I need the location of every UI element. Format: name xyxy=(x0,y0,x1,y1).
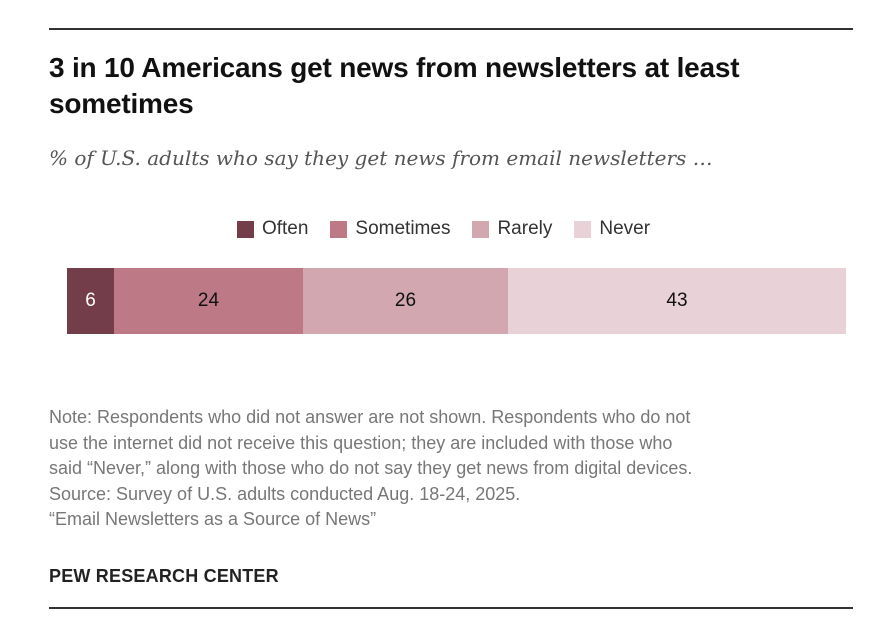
note-line: Note: Respondents who did not answer are… xyxy=(49,407,691,427)
legend-swatch xyxy=(330,220,348,238)
legend-label: Sometimes xyxy=(355,218,451,239)
legend-swatch xyxy=(472,220,490,238)
legend-item-sometimes: Sometimes xyxy=(330,218,450,240)
legend-label: Never xyxy=(599,218,651,239)
note-line: said “Never,” along with those who do no… xyxy=(49,458,693,478)
chart-title: 3 in 10 Americans get news from newslett… xyxy=(49,52,740,119)
data-label: 43 xyxy=(666,290,688,311)
legend-label: Rarely xyxy=(497,218,553,239)
legend-label: Often xyxy=(261,218,309,239)
chart-subtitle: % of U.S. adults who say they get news f… xyxy=(49,146,713,170)
data-label: 6 xyxy=(85,290,96,311)
source-line: Source: Survey of U.S. adults conducted … xyxy=(49,483,521,504)
legend-item-often: Often xyxy=(236,218,309,240)
legend-swatch xyxy=(574,220,592,238)
stacked-bar: 6 24 26 43 xyxy=(67,268,846,334)
legend: Often Sometimes Rarely Never xyxy=(0,218,887,240)
report-title: “Email Newsletters as a Source of News” xyxy=(49,509,377,529)
data-label: 26 xyxy=(394,290,417,311)
pew-logo-text: PEW RESEARCH CENTER xyxy=(49,566,279,586)
bar-segment-often: 6 xyxy=(67,268,114,334)
bar-segment-sometimes: 24 xyxy=(114,268,303,334)
bar-segment-rarely: 26 xyxy=(303,268,508,334)
notes: Note: Respondents who did not answer are… xyxy=(49,405,692,533)
bar-segment-never: 43 xyxy=(508,268,846,334)
top-rule xyxy=(49,28,853,30)
legend-item-rarely: Rarely xyxy=(472,218,552,240)
bottom-rule xyxy=(49,607,853,609)
data-label: 24 xyxy=(197,290,220,311)
legend-swatch xyxy=(236,220,254,238)
note-line: use the internet did not receive this qu… xyxy=(49,432,673,453)
legend-item-never: Never xyxy=(574,218,650,240)
